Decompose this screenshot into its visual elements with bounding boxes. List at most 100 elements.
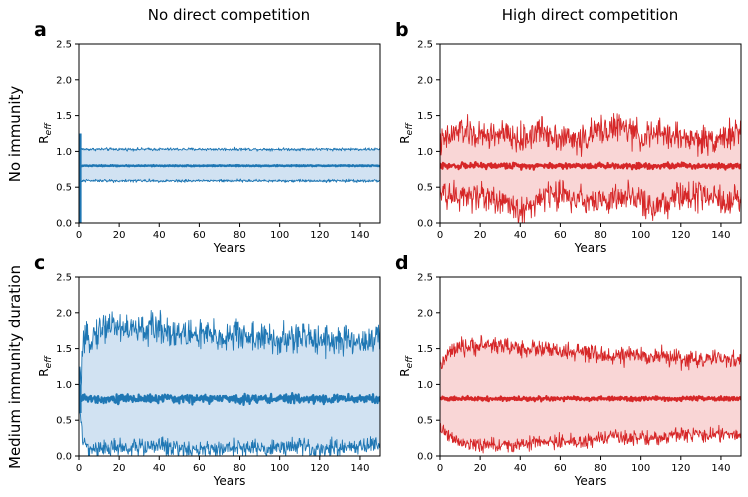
y-axis-label: Reff <box>398 122 415 144</box>
x-tick-label: 0 <box>76 230 82 241</box>
x-tick-label: 100 <box>270 463 289 474</box>
y-axis-label-sub: eff <box>44 355 54 369</box>
x-tick-label: 120 <box>671 230 690 241</box>
x-tick-label: 140 <box>711 463 730 474</box>
x-tick-label: 140 <box>350 230 369 241</box>
band-fill <box>440 335 741 453</box>
plot-area <box>79 309 380 456</box>
y-tick-label: 0.5 <box>56 416 72 427</box>
y-tick-label: 0.0 <box>417 452 433 463</box>
x-tick-label: 0 <box>76 463 82 474</box>
series-lower <box>440 179 741 223</box>
x-tick-label: 40 <box>514 463 527 474</box>
y-axis-label-main: R <box>37 135 51 143</box>
x-tick-label: 120 <box>310 463 329 474</box>
y-axis-label-sub: eff <box>405 122 415 136</box>
y-tick-label: 2.5 <box>56 273 72 284</box>
x-tick-label: 40 <box>153 230 166 241</box>
series-lower <box>440 422 741 454</box>
x-tick-label: 80 <box>233 463 246 474</box>
panel-a: 0 20 40 60 80 100 120 140 0.0 0.5 1.0 1.5 2.0 2.5 Year… <box>34 19 381 255</box>
column-title-no-competition: No direct competition <box>148 6 310 24</box>
y-tick-label: 0.5 <box>56 183 72 194</box>
x-tick-label: 60 <box>193 230 206 241</box>
x-tick-label: 60 <box>193 463 206 474</box>
y-tick-label: 2.5 <box>417 273 433 284</box>
x-axis-label: Years <box>213 474 246 488</box>
series-lower <box>79 396 380 456</box>
panel-letter: c <box>34 252 45 274</box>
band-fill <box>79 310 380 456</box>
series-upper <box>79 146 380 152</box>
y-tick-label: 2.0 <box>417 75 433 86</box>
y-axis-label: Reff <box>37 122 54 144</box>
series-upper <box>440 334 741 371</box>
x-axis-label: Years <box>574 474 607 488</box>
y-tick-label: 1.0 <box>417 380 433 391</box>
y-axis-label-main: R <box>37 368 51 376</box>
y-axis-label: Reff <box>398 355 415 377</box>
x-tick-label: 140 <box>350 463 369 474</box>
x-tick-label: 40 <box>153 463 166 474</box>
y-tick-label: 1.5 <box>56 111 72 122</box>
x-tick-label: 60 <box>554 230 567 241</box>
axes-frame <box>439 43 742 224</box>
y-tick-label: 0.0 <box>417 219 433 230</box>
column-title-high-competition: High direct competition <box>502 6 678 24</box>
x-tick-label: 20 <box>113 463 126 474</box>
y-axis-label-main: R <box>398 135 412 143</box>
x-tick-label: 80 <box>594 463 607 474</box>
x-tick-label: 140 <box>711 230 730 241</box>
y-tick-label: 0.0 <box>56 219 72 230</box>
plot-area <box>79 133 380 223</box>
y-tick-label: 2.0 <box>417 308 433 319</box>
x-tick-label: 80 <box>233 230 246 241</box>
plot-area <box>440 112 741 223</box>
x-tick-label: 20 <box>113 230 126 241</box>
x-tick-label: 20 <box>474 230 487 241</box>
y-tick-label: 1.0 <box>56 147 72 158</box>
x-tick-label: 100 <box>631 463 650 474</box>
axes-frame <box>439 276 742 457</box>
x-tick-label: 60 <box>554 463 567 474</box>
panel-letter: d <box>395 252 409 274</box>
row-title-no-immunity: No immunity <box>6 86 24 183</box>
y-axis-label-main: R <box>398 368 412 376</box>
x-tick-label: 100 <box>631 230 650 241</box>
y-tick-label: 0.0 <box>56 452 72 463</box>
panel-letter: a <box>34 19 47 41</box>
x-tick-label: 0 <box>437 230 443 241</box>
panel-d: 0 20 40 60 80 100 120 140 0.0 0.5 1.0 1.5 2.0 2.5 Year… <box>395 252 742 488</box>
y-tick-label: 2.5 <box>417 40 433 51</box>
y-tick-label: 1.5 <box>417 344 433 355</box>
series-mean <box>440 161 741 171</box>
y-tick-label: 2.0 <box>56 75 72 86</box>
y-tick-label: 1.5 <box>417 111 433 122</box>
x-tick-label: 100 <box>270 230 289 241</box>
y-axis-label: Reff <box>37 355 54 377</box>
x-tick-label: 120 <box>310 230 329 241</box>
row-title-medium-immunity: Medium immunity duration <box>6 265 24 469</box>
plot-area <box>440 334 741 454</box>
axes-frame <box>78 43 381 224</box>
panels: 0 20 40 60 80 100 120 140 0.0 0.5 1.0 1.5 2.0 2.5 Year… <box>34 19 742 488</box>
x-axis-label: Years <box>213 241 246 255</box>
series-upper <box>440 112 741 157</box>
y-axis-label-sub: eff <box>44 122 54 136</box>
x-tick-label: 40 <box>514 230 527 241</box>
y-tick-label: 2.5 <box>56 40 72 51</box>
y-axis-label-sub: eff <box>405 355 415 369</box>
x-tick-label: 120 <box>671 463 690 474</box>
series-lower <box>79 178 380 184</box>
panel-letter: b <box>395 19 409 41</box>
y-tick-label: 1.0 <box>56 380 72 391</box>
y-tick-label: 0.5 <box>417 183 433 194</box>
x-tick-label: 0 <box>437 463 443 474</box>
series-mean <box>79 163 380 168</box>
panel-c: 0 20 40 60 80 100 120 140 0.0 0.5 1.0 1.5 2.0 2.5 Year… <box>34 252 381 488</box>
panel-b: 0 20 40 60 80 100 120 140 0.0 0.5 1.0 1.5 2.0 2.5 Year… <box>395 19 742 255</box>
x-axis-label: Years <box>574 241 607 255</box>
y-tick-label: 1.0 <box>417 147 433 158</box>
series-upper <box>79 309 380 402</box>
